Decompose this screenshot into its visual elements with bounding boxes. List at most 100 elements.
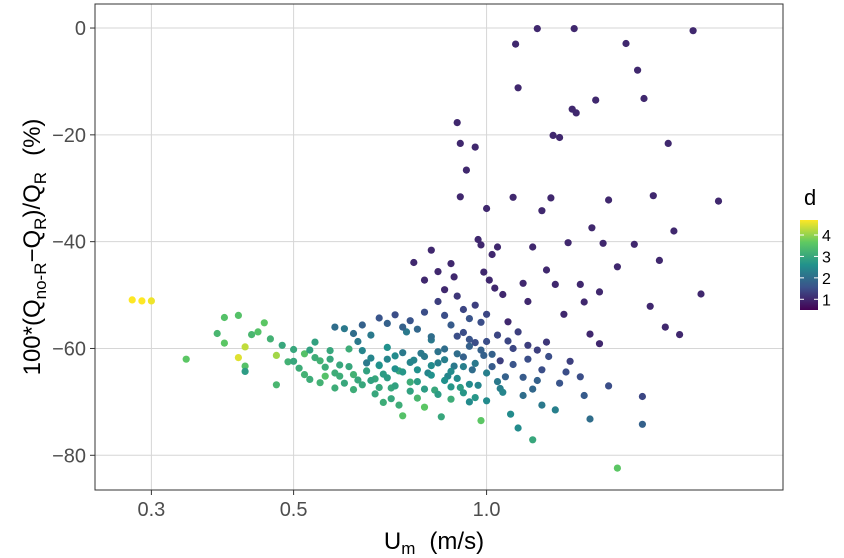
data-point	[427, 362, 435, 370]
data-point	[367, 331, 375, 339]
data-point	[413, 394, 421, 402]
data-point	[254, 328, 262, 336]
data-point	[399, 323, 407, 331]
data-point	[586, 330, 594, 338]
data-point	[354, 337, 362, 346]
legend-tick-label: 4	[822, 228, 831, 245]
data-point	[147, 297, 155, 305]
data-point	[538, 401, 546, 409]
data-point	[538, 366, 546, 374]
data-point	[437, 413, 445, 421]
data-point	[514, 328, 522, 336]
data-point	[483, 369, 491, 377]
data-point	[483, 337, 491, 346]
data-point	[241, 367, 249, 375]
data-point	[295, 364, 303, 372]
data-point	[586, 415, 594, 423]
data-point	[453, 374, 461, 382]
data-point	[664, 139, 672, 147]
y-tick-label: −40	[52, 232, 86, 254]
data-point	[213, 329, 221, 338]
data-point	[605, 196, 613, 204]
data-point	[576, 373, 584, 381]
data-point	[358, 381, 366, 389]
data-point	[576, 280, 584, 288]
data-point	[379, 398, 387, 406]
data-point	[507, 410, 515, 418]
data-point	[453, 332, 461, 340]
data-point	[413, 366, 421, 374]
data-point	[689, 27, 697, 35]
data-point	[450, 273, 458, 281]
data-point	[566, 357, 574, 365]
data-point	[272, 351, 280, 359]
data-point	[413, 325, 421, 333]
data-point	[447, 395, 455, 403]
data-point	[138, 297, 146, 305]
data-point	[488, 250, 496, 259]
data-point	[182, 355, 190, 363]
data-point	[410, 258, 418, 267]
data-point	[434, 390, 442, 398]
legend-title: d	[804, 185, 816, 210]
data-point	[340, 325, 348, 333]
data-point	[375, 361, 383, 369]
data-point	[477, 346, 485, 354]
legend-tick-label: 3	[822, 249, 831, 266]
data-point	[128, 296, 136, 304]
data-point	[220, 339, 228, 347]
data-point	[471, 394, 479, 402]
data-point	[638, 392, 647, 401]
data-point	[406, 317, 414, 325]
data-point	[547, 194, 555, 202]
data-point	[441, 311, 449, 319]
data-point	[580, 298, 588, 306]
data-point	[630, 240, 638, 248]
data-point	[477, 241, 485, 249]
data-point	[542, 338, 551, 346]
data-point	[290, 345, 298, 354]
data-point	[493, 331, 502, 339]
data-point	[406, 358, 414, 366]
data-point	[311, 338, 319, 346]
data-point	[468, 366, 476, 374]
data-point	[441, 376, 449, 385]
data-point	[420, 352, 429, 361]
data-point	[570, 25, 578, 33]
data-point	[471, 301, 479, 309]
data-point	[474, 235, 482, 244]
data-point	[406, 378, 414, 386]
data-point	[420, 385, 429, 393]
data-point	[551, 280, 559, 288]
data-point	[391, 311, 399, 319]
data-point	[434, 297, 442, 306]
data-point	[399, 368, 407, 376]
data-point	[427, 371, 435, 379]
data-point	[441, 286, 449, 294]
data-point	[349, 371, 358, 379]
data-point	[595, 288, 604, 296]
data-point	[509, 360, 517, 369]
data-point	[459, 389, 467, 397]
data-point	[395, 401, 403, 409]
data-point	[266, 335, 274, 343]
y-axis-title-part-1: 100*(Q	[19, 299, 46, 375]
data-point	[714, 197, 723, 205]
data-point	[321, 372, 329, 380]
data-point	[413, 378, 421, 386]
y-tick-label: −20	[52, 125, 86, 147]
data-point	[367, 354, 375, 362]
data-point	[499, 388, 507, 396]
data-point	[533, 376, 541, 385]
data-point	[649, 192, 657, 200]
y-tick-label: −60	[52, 338, 86, 360]
data-point	[234, 354, 242, 362]
x-axis-title-units: (m/s)	[429, 528, 484, 555]
y-axis-title-part-2: −Q	[19, 230, 46, 263]
y-axis-title-sub-1: no-R	[31, 263, 50, 300]
data-point	[234, 311, 242, 319]
data-point	[326, 355, 334, 363]
data-point	[260, 319, 268, 327]
data-point	[488, 350, 496, 358]
data-point	[661, 323, 669, 331]
